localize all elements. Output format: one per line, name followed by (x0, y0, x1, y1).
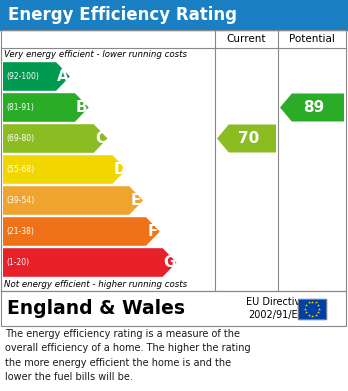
Polygon shape (3, 93, 89, 122)
Text: D: D (113, 162, 126, 177)
Text: (39-54): (39-54) (6, 196, 34, 205)
Text: 89: 89 (303, 100, 324, 115)
Text: (92-100): (92-100) (6, 72, 39, 81)
Polygon shape (3, 124, 108, 153)
Text: C: C (95, 131, 106, 146)
Polygon shape (3, 62, 70, 91)
Text: A: A (57, 69, 69, 84)
Polygon shape (3, 155, 126, 184)
Text: (55-68): (55-68) (6, 165, 34, 174)
Text: The energy efficiency rating is a measure of the
overall efficiency of a home. T: The energy efficiency rating is a measur… (5, 329, 251, 382)
Text: F: F (148, 224, 158, 239)
Text: Not energy efficient - higher running costs: Not energy efficient - higher running co… (4, 280, 187, 289)
Text: Potential: Potential (289, 34, 335, 44)
Text: (69-80): (69-80) (6, 134, 34, 143)
Text: (21-38): (21-38) (6, 227, 34, 236)
Text: E: E (131, 193, 141, 208)
Text: Energy Efficiency Rating: Energy Efficiency Rating (8, 6, 237, 24)
Bar (298, 298, 326, 319)
Text: Current: Current (227, 34, 266, 44)
Bar (1, 30, 346, 291)
Bar (0, 0, 348, 30)
Bar (298, 298, 326, 319)
Text: England & Wales: England & Wales (7, 299, 185, 318)
Polygon shape (3, 248, 176, 277)
Text: (81-91): (81-91) (6, 103, 34, 112)
Text: (1-20): (1-20) (6, 258, 29, 267)
Text: G: G (163, 255, 176, 270)
Text: Very energy efficient - lower running costs: Very energy efficient - lower running co… (4, 50, 187, 59)
Polygon shape (280, 93, 344, 122)
Text: EU Directive
2002/91/EC: EU Directive 2002/91/EC (246, 297, 307, 320)
Text: 70: 70 (238, 131, 259, 146)
Polygon shape (3, 217, 160, 246)
Polygon shape (3, 186, 143, 215)
Polygon shape (217, 124, 276, 152)
Text: B: B (76, 100, 88, 115)
Bar (1, 291, 346, 326)
